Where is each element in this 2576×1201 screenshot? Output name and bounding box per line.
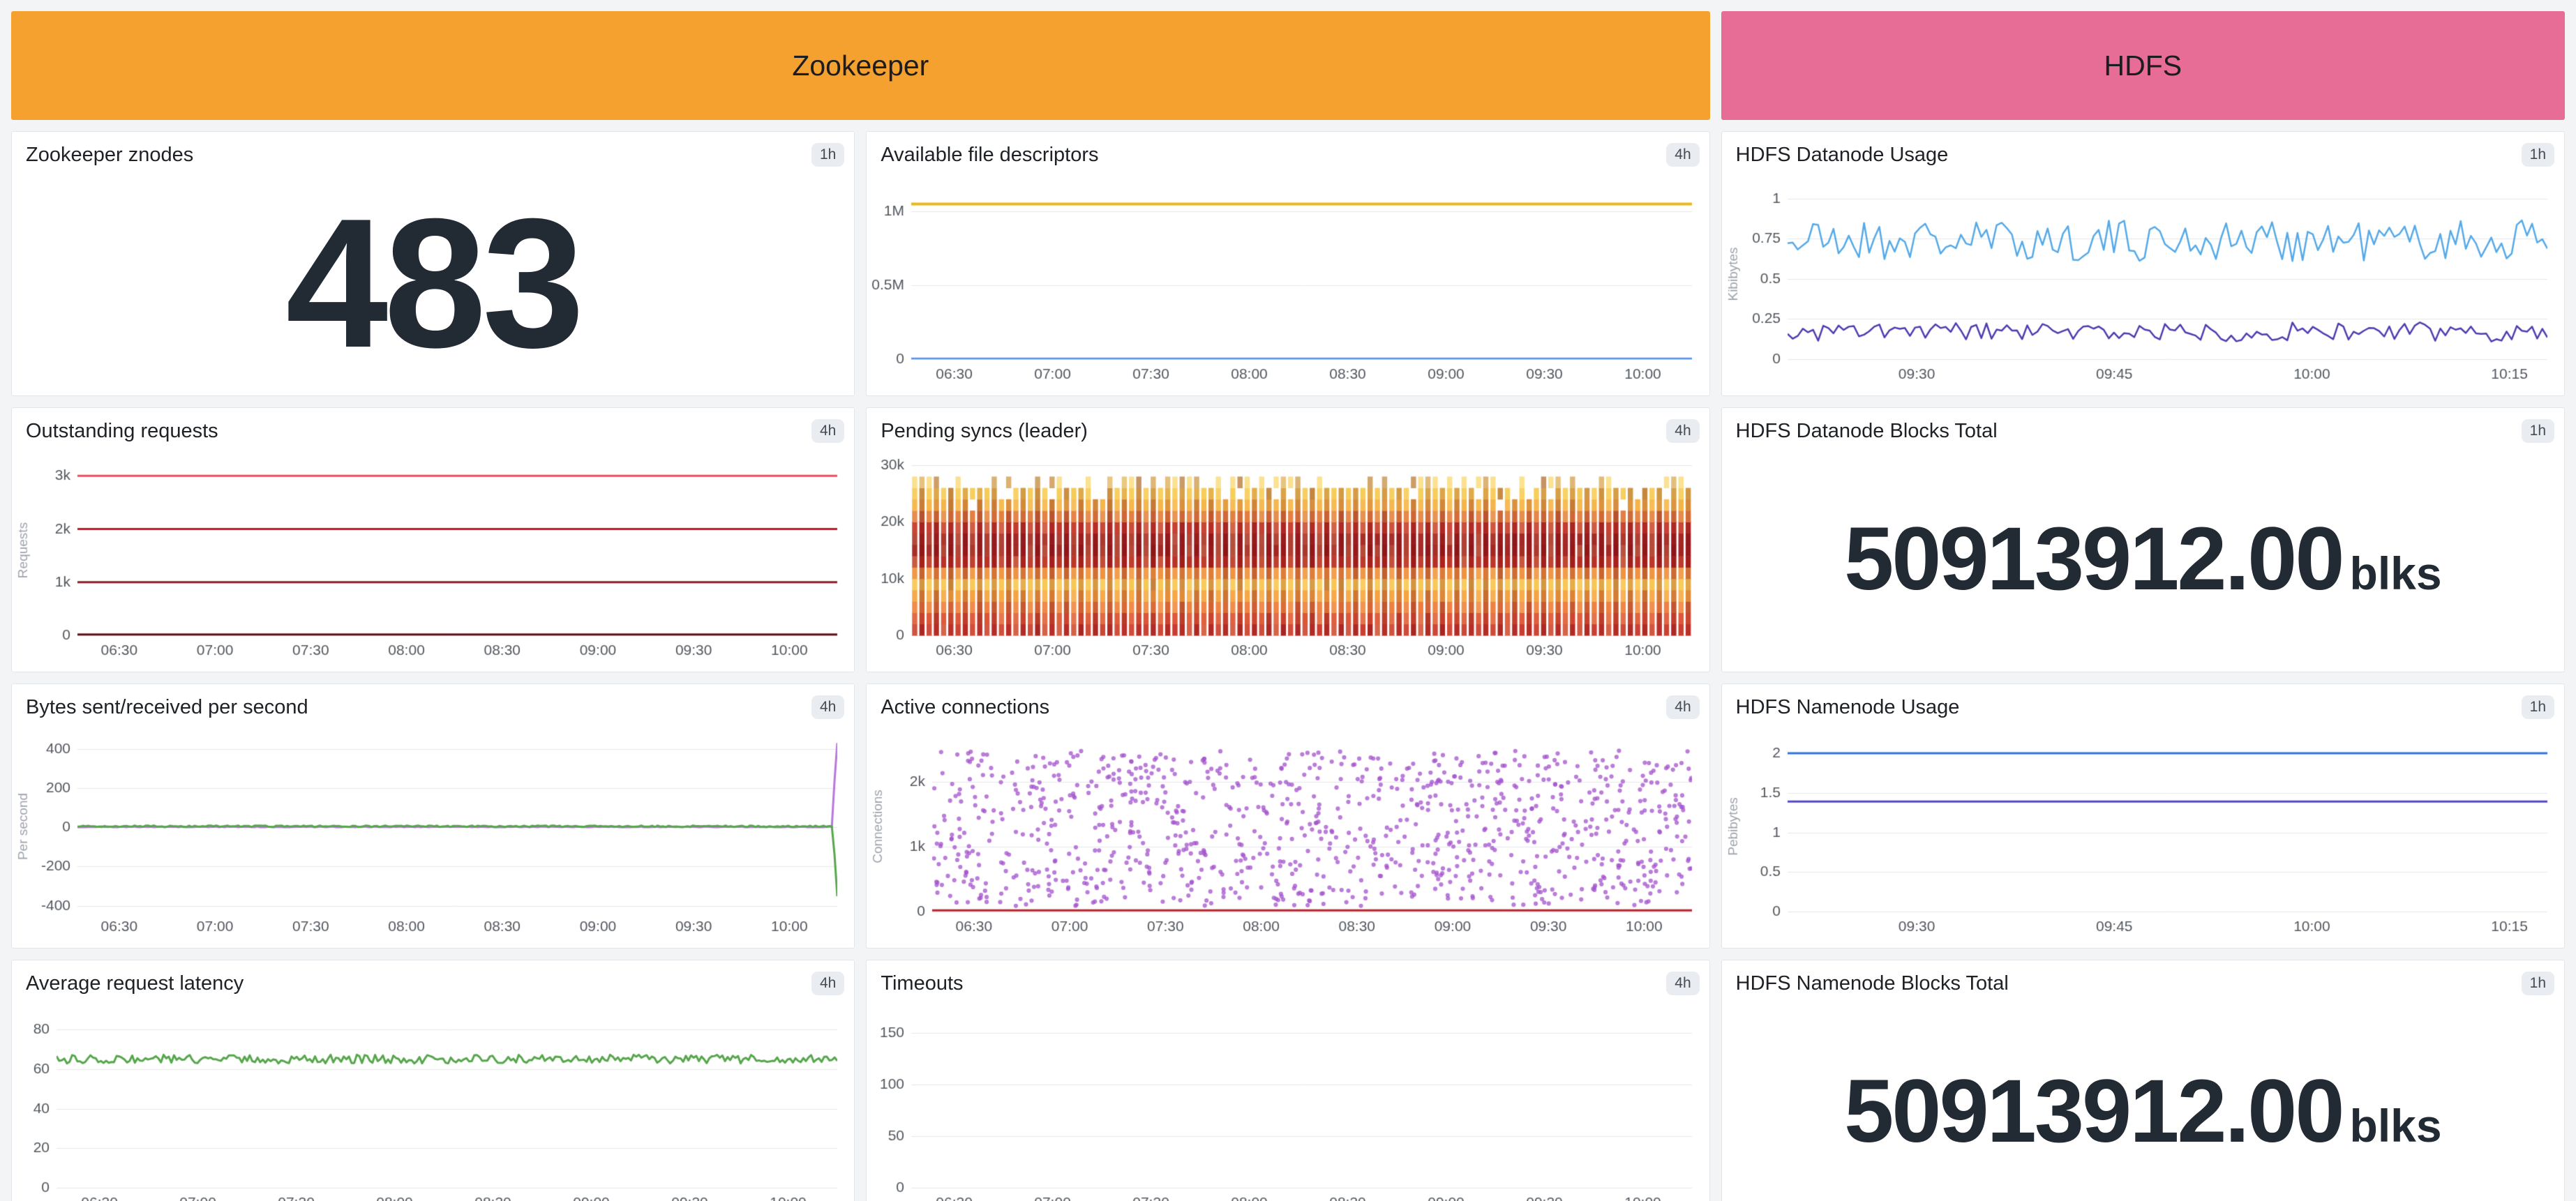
panel-title: HDFS Namenode Usage (1735, 695, 1960, 718)
timeseries-chart[interactable] (1723, 725, 2561, 946)
time-range-badge: 4h (811, 972, 845, 995)
scatter-chart[interactable] (868, 725, 1707, 946)
time-range-badge: 4h (1666, 695, 1700, 719)
stat-line: 483 (285, 180, 584, 386)
panel-header: HDFS Namenode Usage 1h (1722, 684, 2564, 723)
panel-hdfs-namenode-usage: HDFS Namenode Usage 1h (1721, 683, 2565, 949)
stat-display: 50913912.00 blks (1722, 447, 2564, 672)
stat-unit-suffix: blks (2349, 547, 2442, 599)
stat-line: 50913912.00 blks (1844, 1067, 2442, 1156)
panel-average-request-latency: Average request latency 4h (11, 960, 855, 1201)
panel-zookeeper-znodes: Zookeeper znodes 1h 483 (11, 131, 855, 396)
panel-active-connections: Active connections 4h (866, 683, 1710, 949)
heatmap-chart[interactable] (868, 448, 1707, 670)
timeseries-chart[interactable] (868, 172, 1707, 394)
timeseries-chart[interactable] (13, 448, 851, 670)
panel-header: Zookeeper znodes 1h (12, 132, 854, 171)
timeseries-chart[interactable] (1723, 172, 2561, 394)
time-range-badge: 1h (2521, 695, 2554, 719)
time-range-badge: 1h (2521, 972, 2554, 995)
section-header-label: HDFS (2104, 49, 2182, 82)
timeseries-chart[interactable] (13, 725, 851, 946)
time-range-badge: 4h (811, 419, 845, 443)
panel-title: Active connections (881, 695, 1050, 718)
panel-title: Pending syncs (leader) (881, 419, 1088, 442)
stat-value: 50913912.00 (1844, 509, 2344, 609)
timeseries-chart[interactable] (868, 1001, 1707, 1201)
stat-display: 50913912.00 blks (1722, 999, 2564, 1201)
panel-header: Bytes sent/received per second 4h (12, 684, 854, 723)
time-range-badge: 4h (1666, 143, 1700, 167)
panel-title: Timeouts (881, 972, 964, 995)
stat-value: 50913912.00 (1844, 1062, 2344, 1161)
panel-title: HDFS Namenode Blocks Total (1735, 972, 2009, 995)
timeseries-chart[interactable] (13, 1001, 851, 1201)
panel-header: Active connections 4h (867, 684, 1709, 723)
section-header-hdfs: HDFS (1721, 11, 2565, 120)
panel-header: Timeouts 4h (867, 960, 1709, 999)
panel-header: Available file descriptors 4h (867, 132, 1709, 171)
stat-unit-suffix: blks (2349, 1100, 2442, 1151)
stat-display: 483 (12, 171, 854, 395)
panel-bytes-sent-received: Bytes sent/received per second 4h (11, 683, 855, 949)
panel-header: Outstanding requests 4h (12, 408, 854, 447)
panel-title: Outstanding requests (26, 419, 218, 442)
panel-title: Available file descriptors (881, 143, 1099, 166)
panel-available-file-descriptors: Available file descriptors 4h (866, 131, 1710, 396)
panel-timeouts: Timeouts 4h (866, 960, 1710, 1201)
panel-hdfs-datanode-usage: HDFS Datanode Usage 1h (1721, 131, 2565, 396)
panel-title: Average request latency (26, 972, 244, 995)
panel-header: Average request latency 4h (12, 960, 854, 999)
panel-title: HDFS Datanode Blocks Total (1735, 419, 1998, 442)
time-range-badge: 4h (1666, 972, 1700, 995)
time-range-badge: 1h (2521, 419, 2554, 443)
panel-title: HDFS Datanode Usage (1735, 143, 1949, 166)
stat-line: 50913912.00 blks (1844, 515, 2442, 604)
time-range-badge: 1h (811, 143, 845, 167)
time-range-badge: 1h (2521, 143, 2554, 167)
panel-hdfs-namenode-blocks-total: HDFS Namenode Blocks Total 1h 50913912.0… (1721, 960, 2565, 1201)
time-range-badge: 4h (1666, 419, 1700, 443)
panel-header: HDFS Datanode Usage 1h (1722, 132, 2564, 171)
time-range-badge: 4h (811, 695, 845, 719)
panel-title: Zookeeper znodes (26, 143, 194, 166)
panel-header: HDFS Datanode Blocks Total 1h (1722, 408, 2564, 447)
section-header-zookeeper: Zookeeper (11, 11, 1710, 120)
panel-pending-syncs-leader: Pending syncs (leader) 4h (866, 407, 1710, 672)
panel-header: Pending syncs (leader) 4h (867, 408, 1709, 447)
section-header-label: Zookeeper (792, 49, 929, 82)
stat-value: 483 (285, 180, 584, 386)
panel-header: HDFS Namenode Blocks Total 1h (1722, 960, 2564, 999)
panel-title: Bytes sent/received per second (26, 695, 308, 718)
panel-outstanding-requests: Outstanding requests 4h (11, 407, 855, 672)
panel-hdfs-datanode-blocks-total: HDFS Datanode Blocks Total 1h 50913912.0… (1721, 407, 2565, 672)
